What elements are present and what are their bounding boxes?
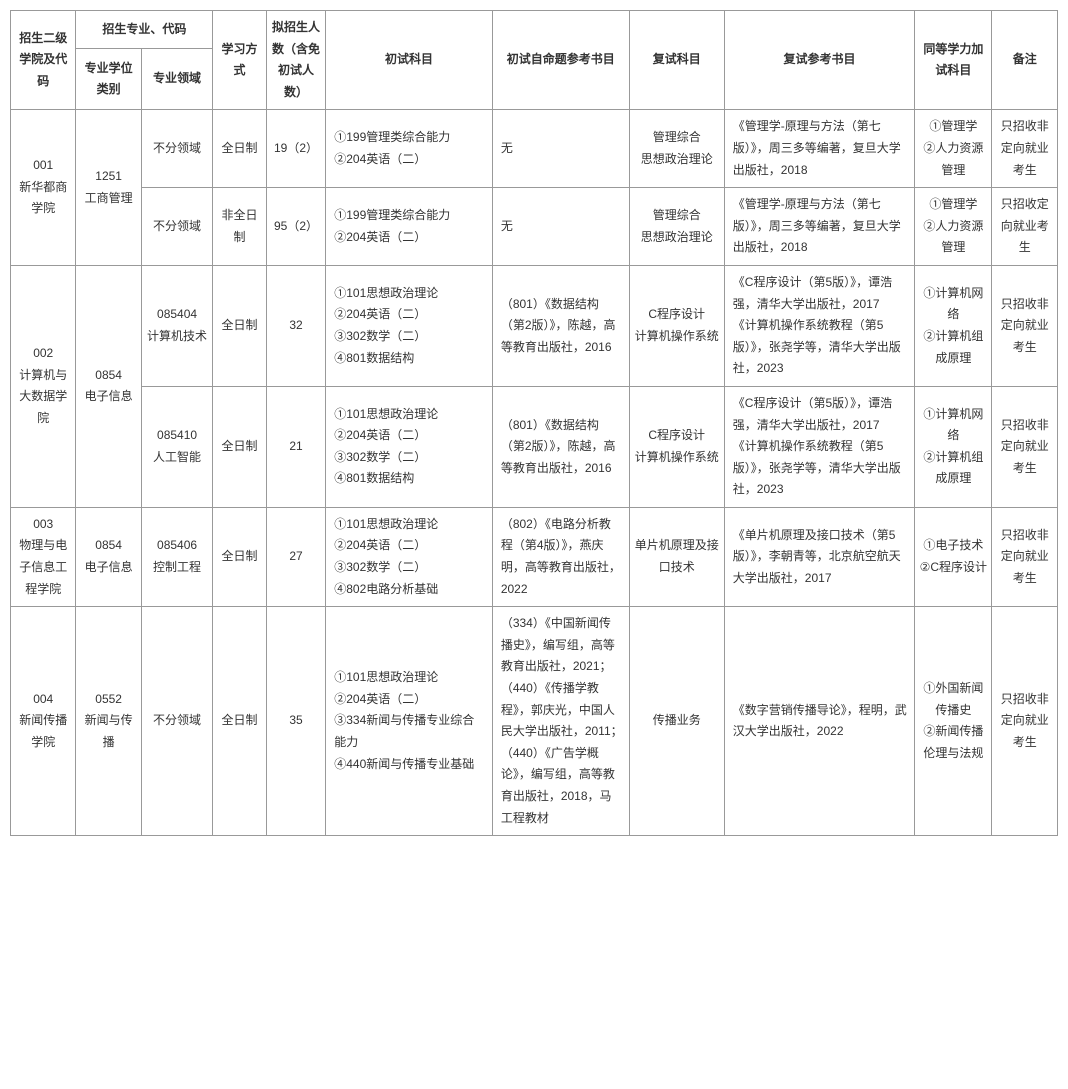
table-cell: （801）《数据结构（第2版）》，陈越，高等教育出版社，2016 bbox=[492, 265, 629, 386]
table-cell: 085410人工智能 bbox=[141, 386, 212, 507]
table-body: 001新华都商学院1251工商管理不分领域全日制19（2）①199管理类综合能力… bbox=[11, 110, 1058, 836]
table-cell: 《C程序设计（第5版）》，谭浩强，清华大学出版社，2017《计算机操作系统教程（… bbox=[724, 386, 914, 507]
table-cell: ①管理学②人力资源管理 bbox=[915, 110, 992, 188]
header-college: 招生二级学院及代码 bbox=[11, 11, 76, 110]
table-cell: ①101思想政治理论②204英语（二）③302数学（二）④801数据结构 bbox=[326, 265, 493, 386]
table-cell: 只招收非定向就业考生 bbox=[992, 607, 1058, 836]
table-cell: （334）《中国新闻传播史》，编写组，高等教育出版社，2021；（440）《传播… bbox=[492, 607, 629, 836]
header-note: 备注 bbox=[992, 11, 1058, 110]
table-cell: ①199管理类综合能力②204英语（二） bbox=[326, 110, 493, 188]
table-cell: （801）《数据结构（第2版）》，陈越，高等教育出版社，2016 bbox=[492, 386, 629, 507]
table-header: 招生二级学院及代码 招生专业、代码 学习方式 拟招生人数（含免初试人数） 初试科… bbox=[11, 11, 1058, 110]
table-cell: 只招收非定向就业考生 bbox=[992, 110, 1058, 188]
table-cell: 管理综合思想政治理论 bbox=[629, 110, 724, 188]
header-major-code: 招生专业、代码 bbox=[76, 11, 213, 49]
table-cell: 27 bbox=[266, 507, 325, 606]
table-cell: ①管理学②人力资源管理 bbox=[915, 188, 992, 266]
table-cell: 全日制 bbox=[213, 265, 267, 386]
table-cell: 不分领域 bbox=[141, 110, 212, 188]
table-cell: 全日制 bbox=[213, 507, 267, 606]
header-study-mode: 学习方式 bbox=[213, 11, 267, 110]
table-cell: 002计算机与大数据学院 bbox=[11, 265, 76, 507]
table-cell: 0854电子信息 bbox=[76, 507, 141, 606]
table-cell: 管理综合思想政治理论 bbox=[629, 188, 724, 266]
table-cell: ①计算机网络②计算机组成原理 bbox=[915, 386, 992, 507]
table-cell: 无 bbox=[492, 110, 629, 188]
table-row: 004新闻传播学院0552新闻与传播不分领域全日制35①101思想政治理论②20… bbox=[11, 607, 1058, 836]
table-cell: 只招收非定向就业考生 bbox=[992, 265, 1058, 386]
table-cell: 001新华都商学院 bbox=[11, 110, 76, 266]
table-cell: 0552新闻与传播 bbox=[76, 607, 141, 836]
table-cell: 《单片机原理及接口技术（第5版）》，李朝青等，北京航空航天大学出版社，2017 bbox=[724, 507, 914, 606]
table-cell: 全日制 bbox=[213, 607, 267, 836]
table-cell: 《管理学-原理与方法（第七版）》，周三多等编著，复旦大学出版社，2018 bbox=[724, 188, 914, 266]
table-cell: 35 bbox=[266, 607, 325, 836]
table-row: 002计算机与大数据学院0854电子信息085404计算机技术全日制32①101… bbox=[11, 265, 1058, 386]
header-field: 专业领域 bbox=[141, 48, 212, 110]
table-cell: 无 bbox=[492, 188, 629, 266]
table-cell: C程序设计计算机操作系统 bbox=[629, 265, 724, 386]
table-cell: 不分领域 bbox=[141, 188, 212, 266]
table-cell: 95（2） bbox=[266, 188, 325, 266]
table-cell: 单片机原理及接口技术 bbox=[629, 507, 724, 606]
table-row: 001新华都商学院1251工商管理不分领域全日制19（2）①199管理类综合能力… bbox=[11, 110, 1058, 188]
header-ref1: 初试自命题参考书目 bbox=[492, 11, 629, 110]
table-cell: 085406控制工程 bbox=[141, 507, 212, 606]
table-cell: 32 bbox=[266, 265, 325, 386]
table-row: 不分领域非全日制95（2）①199管理类综合能力②204英语（二）无管理综合思想… bbox=[11, 188, 1058, 266]
table-cell: 21 bbox=[266, 386, 325, 507]
table-cell: C程序设计计算机操作系统 bbox=[629, 386, 724, 507]
table-cell: 非全日制 bbox=[213, 188, 267, 266]
table-cell: ①电子技术②C程序设计 bbox=[915, 507, 992, 606]
header-plan-num: 拟招生人数（含免初试人数） bbox=[266, 11, 325, 110]
table-cell: 《C程序设计（第5版）》，谭浩强，清华大学出版社，2017《计算机操作系统教程（… bbox=[724, 265, 914, 386]
table-cell: 只招收非定向就业考生 bbox=[992, 507, 1058, 606]
header-exam2: 复试科目 bbox=[629, 11, 724, 110]
table-cell: 1251工商管理 bbox=[76, 110, 141, 266]
table-cell: 004新闻传播学院 bbox=[11, 607, 76, 836]
header-ref2: 复试参考书目 bbox=[724, 11, 914, 110]
table-row: 003物理与电子信息工程学院0854电子信息085406控制工程全日制27①10… bbox=[11, 507, 1058, 606]
table-cell: 19（2） bbox=[266, 110, 325, 188]
table-cell: 全日制 bbox=[213, 386, 267, 507]
table-cell: 传播业务 bbox=[629, 607, 724, 836]
table-cell: （802）《电路分析教程（第4版）》，燕庆明，高等教育出版社，2022 bbox=[492, 507, 629, 606]
table-cell: 0854电子信息 bbox=[76, 265, 141, 507]
table-cell: ①计算机网络②计算机组成原理 bbox=[915, 265, 992, 386]
table-row: 085410人工智能全日制21①101思想政治理论②204英语（二）③302数学… bbox=[11, 386, 1058, 507]
table-cell: 只招收定向就业考生 bbox=[992, 188, 1058, 266]
admissions-table: 招生二级学院及代码 招生专业、代码 学习方式 拟招生人数（含免初试人数） 初试科… bbox=[10, 10, 1058, 836]
table-cell: 《管理学-原理与方法（第七版）》，周三多等编著，复旦大学出版社，2018 bbox=[724, 110, 914, 188]
table-cell: 全日制 bbox=[213, 110, 267, 188]
table-cell: ①101思想政治理论②204英语（二）③302数学（二）④801数据结构 bbox=[326, 386, 493, 507]
table-cell: 不分领域 bbox=[141, 607, 212, 836]
table-cell: 《数字营销传播导论》，程明，武汉大学出版社，2022 bbox=[724, 607, 914, 836]
table-cell: ①101思想政治理论②204英语（二）③334新闻与传播专业综合能力④440新闻… bbox=[326, 607, 493, 836]
table-cell: 085404计算机技术 bbox=[141, 265, 212, 386]
table-cell: ①101思想政治理论②204英语（二）③302数学（二）④802电路分析基础 bbox=[326, 507, 493, 606]
header-add-exam: 同等学力加试科目 bbox=[915, 11, 992, 110]
header-degree-type: 专业学位类别 bbox=[76, 48, 141, 110]
table-cell: 只招收非定向就业考生 bbox=[992, 386, 1058, 507]
table-cell: 003物理与电子信息工程学院 bbox=[11, 507, 76, 606]
table-cell: ①外国新闻传播史②新闻传播伦理与法规 bbox=[915, 607, 992, 836]
table-cell: ①199管理类综合能力②204英语（二） bbox=[326, 188, 493, 266]
header-exam1: 初试科目 bbox=[326, 11, 493, 110]
